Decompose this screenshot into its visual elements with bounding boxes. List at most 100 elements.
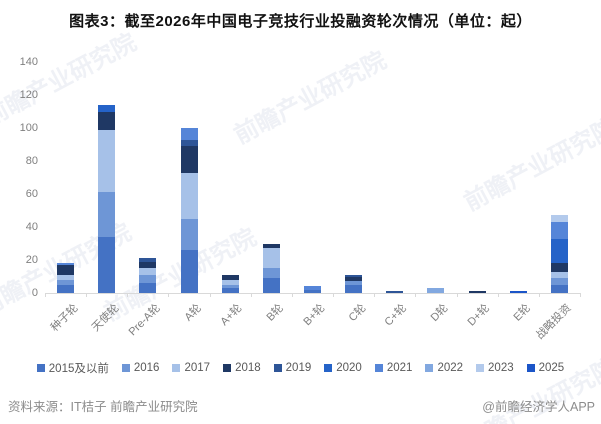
legend-label: 2015及以前: [48, 363, 109, 375]
bar-segment-E轮-2025: [509, 291, 527, 293]
bar-segment-Pre-A轮-2019: [139, 258, 157, 262]
y-axis-tick-label: 140: [19, 56, 38, 68]
bar-segment-天使轮-2017: [98, 129, 116, 193]
bar-segment-战略投资-2020: [550, 238, 568, 264]
legend-label: 2017: [184, 362, 211, 374]
x-axis-tickmark: [209, 294, 211, 297]
legend-item-2015及以前: 2015及以前: [36, 360, 109, 376]
bar-segment-Pre-A轮-2018: [139, 261, 157, 269]
legend-item-2016: 2016: [121, 362, 160, 374]
x-axis-label-战略投资: 战略投资: [534, 302, 575, 342]
y-axis-tick-label: 60: [25, 188, 38, 200]
x-axis-label-A+轮: A+轮: [218, 302, 245, 329]
bar-segment-A轮-2021: [180, 128, 198, 140]
bar-segment-Pre-A轮-2017: [139, 268, 157, 275]
x-axis-line: [45, 293, 581, 294]
legend-label: 2019: [285, 362, 312, 374]
bar-segment-A轮-2019: [180, 139, 198, 147]
legend-label: 2023: [488, 362, 514, 374]
bar-segment-战略投资-2021: [550, 222, 568, 239]
credit-note: @前瞻经济学人APP: [482, 400, 595, 414]
legend-swatch-icon: [526, 364, 535, 372]
bar-segment-战略投资-2018: [550, 263, 568, 272]
bar-segment-C轮-2016: [345, 281, 363, 285]
y-axis-tick-label: 80: [25, 155, 38, 167]
bar-segment-D轮-2022: [427, 288, 445, 293]
bar-segment-天使轮-2016: [98, 192, 116, 237]
x-axis-tickmark: [374, 294, 376, 297]
bar-segment-种子轮-2018: [57, 264, 75, 275]
bar-segment-B+轮-2015及以前: [304, 289, 321, 293]
bar-segment-C轮-2019: [345, 274, 363, 277]
bar-segment-战略投资-2016: [550, 278, 568, 285]
bar-segment-B轮-2018: [262, 243, 280, 249]
y-axis-tick-label: 120: [19, 89, 38, 101]
bar-segment-Pre-A轮-2016: [139, 274, 157, 284]
x-axis-label-种子轮: 种子轮: [48, 302, 81, 334]
bar-segment-A轮-2018: [180, 146, 198, 173]
legend-swatch-icon: [425, 364, 434, 372]
legend-item-2018: 2018: [223, 362, 261, 374]
x-axis-label-B轮: B轮: [264, 302, 286, 324]
x-axis-tickmark: [127, 294, 129, 297]
bar-segment-A轮-2017: [180, 172, 198, 219]
x-axis-tickmark: [45, 294, 46, 297]
legend-label: 2016: [133, 362, 160, 374]
bar-segment-种子轮-2016: [57, 279, 75, 285]
legend-swatch-icon: [374, 364, 383, 372]
bar-segment-种子轮-2021: [57, 263, 75, 265]
bar-segment-天使轮-2018: [98, 111, 116, 130]
legend-swatch-icon: [324, 364, 333, 372]
bar-segment-B轮-2017: [262, 248, 280, 269]
legend-swatch-icon: [172, 364, 181, 372]
bar-segment-D+轮-2018: [468, 291, 486, 293]
bar-segment-战略投资-2023: [550, 215, 568, 223]
legend-swatch-icon: [121, 364, 130, 372]
legend-item-2025: 2025: [526, 362, 564, 374]
legend-label: 2021: [386, 362, 413, 374]
x-axis-label-D+轮: D+轮: [465, 302, 492, 329]
y-axis-tick-label: 100: [19, 122, 38, 134]
bar-segment-A+轮-2017: [221, 279, 239, 285]
bar-segment-天使轮-2020: [98, 104, 116, 112]
bar-segment-B轮-2015及以前: [262, 278, 280, 293]
x-axis-label-E轮: E轮: [511, 302, 533, 324]
x-axis-tickmark: [580, 294, 581, 297]
x-axis-tickmark: [538, 294, 540, 297]
legend-item-2020: 2020: [324, 362, 362, 374]
source-note: 资料来源：IT桔子 前瞻产业研究院: [8, 400, 198, 414]
chart-title: 图表3：截至2026年中国电子竞技行业投融资轮次情况（单位：起）: [69, 13, 532, 30]
legend-item-2023: 2023: [476, 362, 514, 374]
bar-segment-Pre-A轮-2015及以前: [139, 283, 157, 293]
bar-segment-天使轮-2015及以前: [98, 236, 116, 293]
x-axis-tickmark: [291, 294, 293, 297]
x-axis-tickmark: [456, 294, 458, 297]
bar-segment-战略投资-2017: [550, 271, 568, 279]
y-axis-tick-label: 0: [31, 287, 38, 299]
legend-swatch-icon: [223, 364, 232, 372]
chart-legend: 2015及以前 2016 2017 2018 2019 2020 2021 2022 2023 2…: [0, 360, 601, 376]
x-axis-label-B+轮: B+轮: [301, 302, 328, 329]
legend-item-2022: 2022: [425, 362, 463, 374]
legend-item-2017: 2017: [172, 362, 210, 374]
bar-segment-种子轮-2017: [57, 274, 75, 280]
x-axis-labels: 种子轮 天使轮 Pre-A轮 A轮 A+轮 B轮 B+轮 C轮 C+轮 D轮 D+轮 E轮 战略投资: [45, 293, 580, 343]
legend-item-2021: 2021: [374, 362, 413, 374]
bar-segment-A轮-2016: [180, 218, 198, 251]
x-axis-tickmark: [415, 294, 417, 297]
y-axis-tick-label: 40: [25, 221, 38, 233]
x-axis-label-A轮: A轮: [182, 302, 204, 324]
x-axis-label-D轮: D轮: [428, 302, 451, 325]
legend-label: 2022: [437, 362, 464, 374]
x-axis-label-C轮: C轮: [346, 302, 369, 325]
x-axis-tickmark: [333, 294, 335, 297]
bar-segment-战略投资-2015及以前: [550, 284, 568, 293]
legend-swatch-icon: [36, 364, 45, 372]
x-axis-tickmark: [86, 294, 88, 297]
legend-item-2019: 2019: [273, 362, 312, 374]
bar-segment-种子轮-2015及以前: [57, 284, 75, 293]
bar-segment-A轮-2015及以前: [180, 250, 198, 293]
bar-segment-C轮-2018: [345, 276, 363, 282]
chart-plot: [45, 62, 580, 293]
